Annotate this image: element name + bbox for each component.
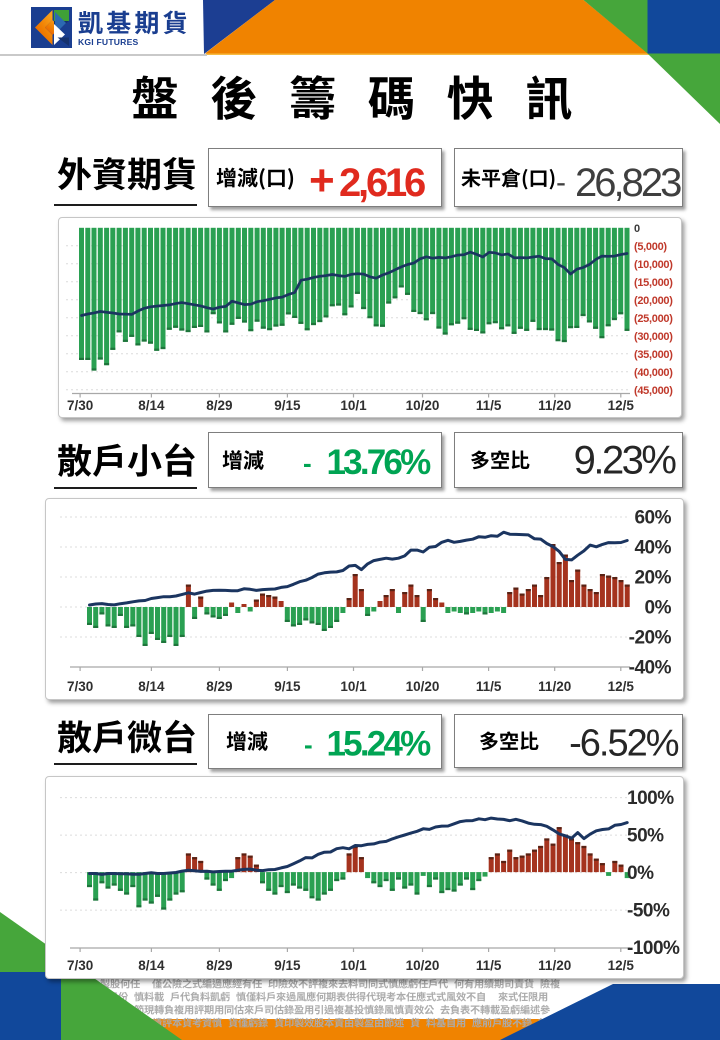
svg-text:-100%: -100% — [627, 938, 680, 959]
svg-text:100%: 100% — [627, 788, 674, 809]
svg-text:9/15: 9/15 — [274, 958, 301, 973]
svg-text:11/20: 11/20 — [538, 398, 571, 413]
svg-text:2,616: 2,616 — [339, 161, 425, 205]
svg-text:-6.52%: -6.52% — [569, 723, 679, 765]
svg-text:10/1: 10/1 — [340, 679, 367, 694]
svg-text:11/20: 11/20 — [538, 958, 571, 973]
svg-text:8/29: 8/29 — [206, 958, 232, 973]
svg-text:0: 0 — [634, 223, 640, 235]
svg-text:10/1: 10/1 — [340, 958, 367, 973]
svg-text:50%: 50% — [627, 826, 664, 847]
svg-text:0%: 0% — [645, 598, 672, 619]
svg-text:10/20: 10/20 — [406, 958, 440, 973]
svg-text:40%: 40% — [634, 538, 671, 559]
svg-text:0%: 0% — [627, 863, 654, 884]
svg-text:-: - — [304, 730, 313, 760]
svg-text:8/14: 8/14 — [138, 398, 165, 413]
svg-text:12/5: 12/5 — [608, 398, 635, 413]
svg-text:(30,000): (30,000) — [634, 331, 673, 343]
svg-text:11/5: 11/5 — [476, 958, 502, 973]
svg-text:(45,000): (45,000) — [634, 385, 673, 397]
svg-text:11/20: 11/20 — [538, 679, 571, 694]
svg-text:9.23%: 9.23% — [574, 439, 677, 483]
svg-text:8/29: 8/29 — [206, 398, 232, 413]
svg-text:7/30: 7/30 — [67, 679, 93, 694]
svg-text:8/14: 8/14 — [138, 958, 165, 973]
svg-text:+: + — [309, 156, 335, 205]
svg-text:7/30: 7/30 — [67, 958, 93, 973]
svg-text:26,823: 26,823 — [575, 161, 681, 205]
svg-text:(15,000): (15,000) — [634, 277, 673, 289]
svg-text:9/15: 9/15 — [274, 679, 301, 694]
svg-text:9/15: 9/15 — [274, 398, 301, 413]
svg-text:(10,000): (10,000) — [634, 259, 673, 271]
svg-text:13.76%: 13.76% — [327, 443, 432, 482]
svg-text:12/5: 12/5 — [608, 679, 635, 694]
svg-text:-: - — [556, 166, 566, 199]
svg-text:(5,000): (5,000) — [634, 241, 667, 253]
svg-text:8/14: 8/14 — [138, 679, 165, 694]
svg-text:-40%: -40% — [629, 658, 672, 679]
svg-text:60%: 60% — [634, 508, 671, 529]
svg-text:(25,000): (25,000) — [634, 313, 673, 325]
svg-text:(20,000): (20,000) — [634, 295, 673, 307]
svg-text:-50%: -50% — [627, 901, 670, 922]
svg-text:10/1: 10/1 — [340, 398, 367, 413]
svg-text:10/20: 10/20 — [406, 679, 440, 694]
svg-text:8/29: 8/29 — [206, 679, 232, 694]
svg-text:-20%: -20% — [629, 628, 672, 649]
svg-text:15.24%: 15.24% — [327, 725, 432, 764]
svg-text:10/20: 10/20 — [406, 398, 440, 413]
svg-text:7/30: 7/30 — [67, 398, 93, 413]
svg-text:20%: 20% — [634, 568, 671, 589]
svg-text:KGI FUTURES: KGI FUTURES — [78, 37, 139, 47]
svg-text:(40,000): (40,000) — [634, 367, 673, 379]
svg-text:12/5: 12/5 — [608, 958, 635, 973]
svg-text:11/5: 11/5 — [476, 398, 502, 413]
svg-text:-: - — [303, 448, 312, 478]
svg-text:(35,000): (35,000) — [634, 349, 673, 361]
svg-text:11/5: 11/5 — [476, 679, 502, 694]
